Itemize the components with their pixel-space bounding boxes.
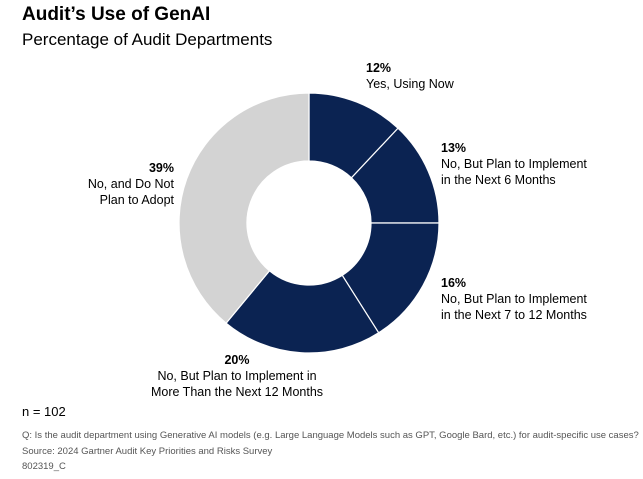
code-note: 802319_C — [22, 461, 66, 472]
sample-size: n = 102 — [22, 404, 66, 419]
chart-title: Audit’s Use of GenAI — [22, 4, 211, 25]
value-label: 16% — [441, 276, 467, 290]
donut-segment — [178, 92, 310, 325]
question-note: Q: Is the audit department using Generat… — [22, 430, 639, 441]
category-label: Yes, Using Now — [366, 77, 454, 91]
source-note: Source: 2024 Gartner Audit Key Prioritie… — [22, 446, 273, 457]
value-label: 20% — [224, 353, 250, 367]
donut-segment — [225, 269, 380, 354]
value-label: 12% — [366, 61, 392, 75]
category-label: No, But Plan to Implement in the Next 6 … — [441, 157, 587, 187]
category-label: No, But Plan to Implement in More Than t… — [150, 369, 324, 399]
chart-subtitle: Percentage of Audit Departments — [22, 30, 273, 49]
category-label: No, and Do Not Plan to Adopt — [87, 177, 174, 207]
value-label: 39% — [148, 161, 174, 175]
category-label: No, But Plan to Implement in the Next 7 … — [441, 292, 587, 322]
value-label: 13% — [441, 141, 467, 155]
